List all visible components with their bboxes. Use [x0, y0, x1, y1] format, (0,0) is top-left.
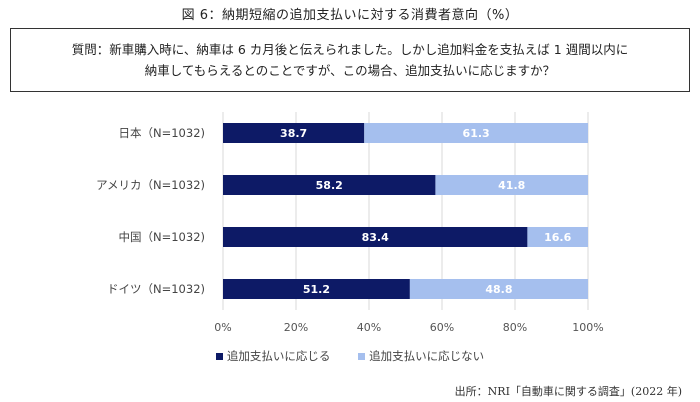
bars: 38.7 61.3 58.2 41.8 83.4 16.6 51.2 48.8 — [223, 123, 588, 299]
bar-segment-decline — [435, 175, 588, 195]
data-label: 58.2 — [316, 179, 343, 192]
legend-label-decline: 追加支払いに応じない — [369, 349, 485, 363]
bar-segment-accept — [223, 227, 528, 247]
gridlines — [222, 112, 589, 310]
category-label: 日本（N=1032) — [119, 126, 206, 140]
category-label: アメリカ（N=1032) — [96, 178, 205, 192]
bar-segment-decline — [364, 123, 588, 143]
x-tick-label: 100% — [572, 321, 603, 334]
chart-title: 図 6：納期短縮の追加支払いに対する消費者意向（%） — [181, 8, 519, 23]
stacked-bar-chart: 38.7 61.3 58.2 41.8 83.4 16.6 51.2 48.8 日本（N=10… — [96, 112, 604, 334]
data-label: 16.6 — [544, 231, 571, 244]
legend: 追加支払いに応じる 追加支払いに応じない — [0, 348, 700, 364]
category-labels: 日本（N=1032) アメリカ（N=1032) 中国（N=1032) ドイツ（N=10… — [96, 126, 205, 296]
data-label: 51.2 — [303, 283, 330, 296]
x-tick-label: 80% — [503, 321, 527, 334]
x-tick-label: 0% — [214, 321, 231, 334]
category-label: ドイツ（N=1032) — [107, 282, 205, 296]
data-label: 48.8 — [485, 283, 512, 296]
survey-question-line-2: 納車してもらえるとのことですが、この場合、追加支払いに応じますか？ — [144, 63, 556, 78]
bar-segment-accept — [223, 123, 365, 143]
data-label: 61.3 — [463, 127, 490, 140]
survey-question-box: 質問：新車購入時に、納車は 6 カ月後と伝えられました。しかし追加料金を支払えば… — [10, 28, 690, 92]
x-tick-label: 60% — [430, 321, 454, 334]
x-tick-label: 20% — [284, 321, 308, 334]
survey-question-line-1: 質問：新車購入時に、納車は 6 カ月後と伝えられました。しかし追加料金を支払えば… — [71, 42, 629, 57]
legend-swatch-decline — [358, 352, 366, 360]
x-axis-ticks: 0% 20% 40% 60% 80% 100% — [214, 321, 603, 334]
data-label: 41.8 — [498, 179, 525, 192]
data-label: 83.4 — [362, 231, 389, 244]
source-note: 出所：NRI「自動車に関する調査」(2022 年) — [454, 385, 682, 398]
x-tick-label: 40% — [357, 321, 381, 334]
legend-item-accept: 追加支払いに応じる — [215, 348, 331, 364]
category-label: 中国（N=1032) — [119, 230, 206, 244]
legend-swatch-accept — [215, 352, 223, 360]
legend-item-decline: 追加支払いに応じない — [358, 348, 484, 364]
legend-label-accept: 追加支払いに応じる — [226, 349, 331, 363]
bar-segment-accept — [223, 279, 410, 299]
bar-segment-accept — [223, 175, 436, 195]
data-label: 38.7 — [280, 127, 307, 140]
bar-segment-decline — [527, 227, 588, 247]
bar-segment-decline — [409, 279, 588, 299]
